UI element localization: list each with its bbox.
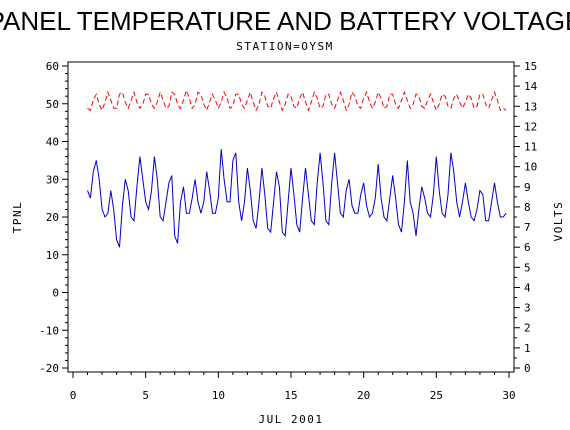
y-left-tick-label: -20 <box>39 362 59 375</box>
y-right-tick-label: 9 <box>524 181 531 194</box>
y-left-tick-label: 40 <box>46 136 59 149</box>
y-left-tick-label: -10 <box>39 324 59 337</box>
x-tick-label: 0 <box>70 389 77 402</box>
x-axis-label: JUL 2001 <box>259 413 324 426</box>
y-right-tick-label: 14 <box>524 80 538 93</box>
right-y-axis-label: VOLTS <box>552 201 565 242</box>
y-right-tick-label: 0 <box>524 362 531 375</box>
y-right-tick-label: 5 <box>524 261 531 274</box>
x-tick-label: 10 <box>212 389 225 402</box>
y-left-tick-label: 10 <box>46 249 59 262</box>
x-axis: 0 5 10 15 20 25 30 <box>70 372 516 402</box>
y-right-tick-label: 2 <box>524 322 531 335</box>
y-right-tick-label: 8 <box>524 201 531 214</box>
y-left-tick-label: 60 <box>46 60 59 73</box>
chart-title: PANEL TEMPERATURE AND BATTERY VOLTAGE <box>0 6 570 36</box>
x-tick-label: 25 <box>430 389 443 402</box>
y-right-tick-label: 13 <box>524 100 537 113</box>
y-left-tick-label: 30 <box>46 173 59 186</box>
battery-voltage-line <box>87 88 507 112</box>
y-right-tick-label: 7 <box>524 221 531 234</box>
y-right-tick-label: 6 <box>524 241 531 254</box>
y-left-tick-label: 20 <box>46 211 59 224</box>
x-tick-label: 5 <box>142 389 149 402</box>
y-right-tick-label: 10 <box>524 161 537 174</box>
chart-subtitle: STATION=OYSM <box>236 40 333 53</box>
x-tick-label: 15 <box>284 389 297 402</box>
y-right-tick-label: 11 <box>524 141 537 154</box>
y-right-tick-label: 4 <box>524 281 531 294</box>
y-right-tick-label: 3 <box>524 302 531 315</box>
x-tick-label: 20 <box>357 389 370 402</box>
y-right-tick-label: 12 <box>524 120 537 133</box>
panel-temperature-line <box>87 149 507 248</box>
left-y-axis: -20 -10 0 10 20 30 40 50 60 <box>39 60 68 375</box>
y-left-tick-label: 0 <box>52 287 59 300</box>
y-right-tick-label: 1 <box>524 342 531 355</box>
series-layer <box>87 88 507 248</box>
plot-frame <box>67 61 515 373</box>
left-y-axis-label: TPNL <box>11 201 24 234</box>
y-left-tick-label: 50 <box>46 98 59 111</box>
x-tick-label: 30 <box>502 389 515 402</box>
y-right-tick-label: 15 <box>524 60 537 73</box>
